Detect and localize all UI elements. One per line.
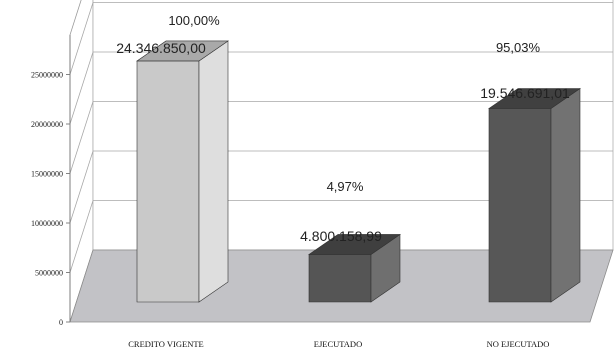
y-axis: 0 5000000 10000000 15000000 20000000 25000000 — [31, 34, 71, 327]
value-label: 24.346.850,00 — [116, 40, 206, 56]
bars — [136, 40, 581, 303]
bar-front — [308, 254, 372, 303]
y-tick-label: 0 — [59, 318, 63, 327]
bar-top — [136, 40, 229, 62]
gridline — [69, 2, 613, 75]
category-label: EJECUTADO — [314, 339, 362, 349]
value-label: 4.800.158,99 — [300, 228, 382, 244]
gridline — [69, 200, 613, 273]
data-labels: 24.346.850,00 4.800.158,99 19.546.691,01 10… — [116, 13, 570, 244]
y-tick-label: 20000000 — [31, 120, 63, 129]
gridline — [69, 51, 613, 125]
x-axis: CREDITO VIGENTE EJECUTADO NO EJECUTADO — [128, 339, 549, 349]
y-tick-label: 15000000 — [31, 170, 63, 179]
bar-front — [136, 60, 200, 303]
y-tick-label: 5000000 — [35, 269, 63, 278]
percent-label: 95,03% — [496, 40, 541, 55]
category-label: CREDITO VIGENTE — [128, 339, 203, 349]
category-label: NO EJECUTADO — [487, 339, 550, 349]
bar-top — [308, 234, 401, 255]
y-tick-label: 25000000 — [31, 71, 63, 80]
gridlines — [69, 2, 613, 273]
percent-label: 4,97% — [327, 179, 364, 194]
bar-side — [550, 87, 581, 303]
percent-label: 100,00% — [168, 13, 220, 28]
bar-front — [488, 108, 552, 303]
bar-side — [198, 40, 229, 303]
bar-top — [488, 88, 581, 109]
gridline — [69, 101, 613, 174]
y-tick-label: 10000000 — [31, 219, 63, 228]
value-label: 19.546.691,01 — [480, 85, 570, 101]
gridline — [69, 150, 613, 224]
